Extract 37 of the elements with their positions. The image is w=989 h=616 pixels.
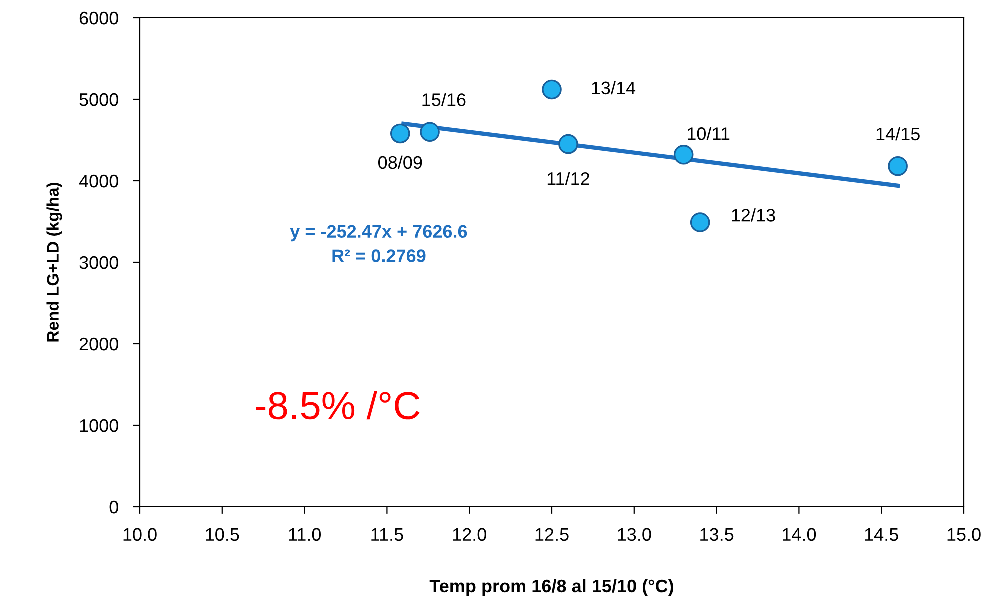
x-tick-label: 11.5 (372, 528, 404, 542)
y-tick-label: 3000 (80, 256, 118, 270)
annotation: 15/16 (422, 93, 466, 106)
x-tick-label: 11.0 (289, 528, 321, 542)
x-tick-label: 15.0 (948, 528, 981, 542)
x-tick-label: 10.0 (124, 528, 157, 542)
y-tick-label: 0 (110, 500, 118, 514)
annotation: 11/12 (548, 172, 590, 186)
point (674, 145, 694, 165)
point (420, 122, 440, 142)
x-tick-label: 12.5 (536, 528, 569, 542)
x-tick-label: 14.5 (865, 528, 898, 542)
y-tick-label: 2000 (80, 338, 118, 351)
annotation: 08/09 (378, 156, 422, 170)
annotation: 13/14 (592, 81, 636, 95)
annotation: 14/15 (876, 127, 920, 141)
x-tick-label: 12.0 (453, 528, 486, 542)
y-tick-label: 5000 (80, 93, 118, 106)
y-tick-label: 1000 (80, 419, 118, 432)
x-tick-label: 13.5 (700, 528, 734, 542)
x-tick-label: 14.0 (783, 528, 816, 542)
point (390, 124, 410, 144)
point (542, 80, 562, 100)
point (558, 134, 578, 154)
point (888, 156, 908, 176)
annotation: 10/11 (688, 127, 730, 140)
annotation: y = -252.47x + 7626.6 (290, 225, 468, 242)
y-tick-label: 4000 (79, 174, 118, 188)
y-axis-title: Rend LG+LD (kg/ha) (46, 183, 62, 342)
x-tick-label: 13.0 (618, 528, 652, 542)
y-tick-label: 6000 (80, 12, 118, 25)
annotation: -8.5% /°C (256, 391, 420, 420)
x-axis-title: Temp prom 16/8 al 15/10 (°C) (430, 579, 674, 596)
annotation: 12/13 (732, 208, 776, 222)
x-tick-label: 10.5 (206, 528, 240, 542)
point (690, 212, 710, 232)
annotation: R² = 0.2769 (332, 250, 426, 262)
